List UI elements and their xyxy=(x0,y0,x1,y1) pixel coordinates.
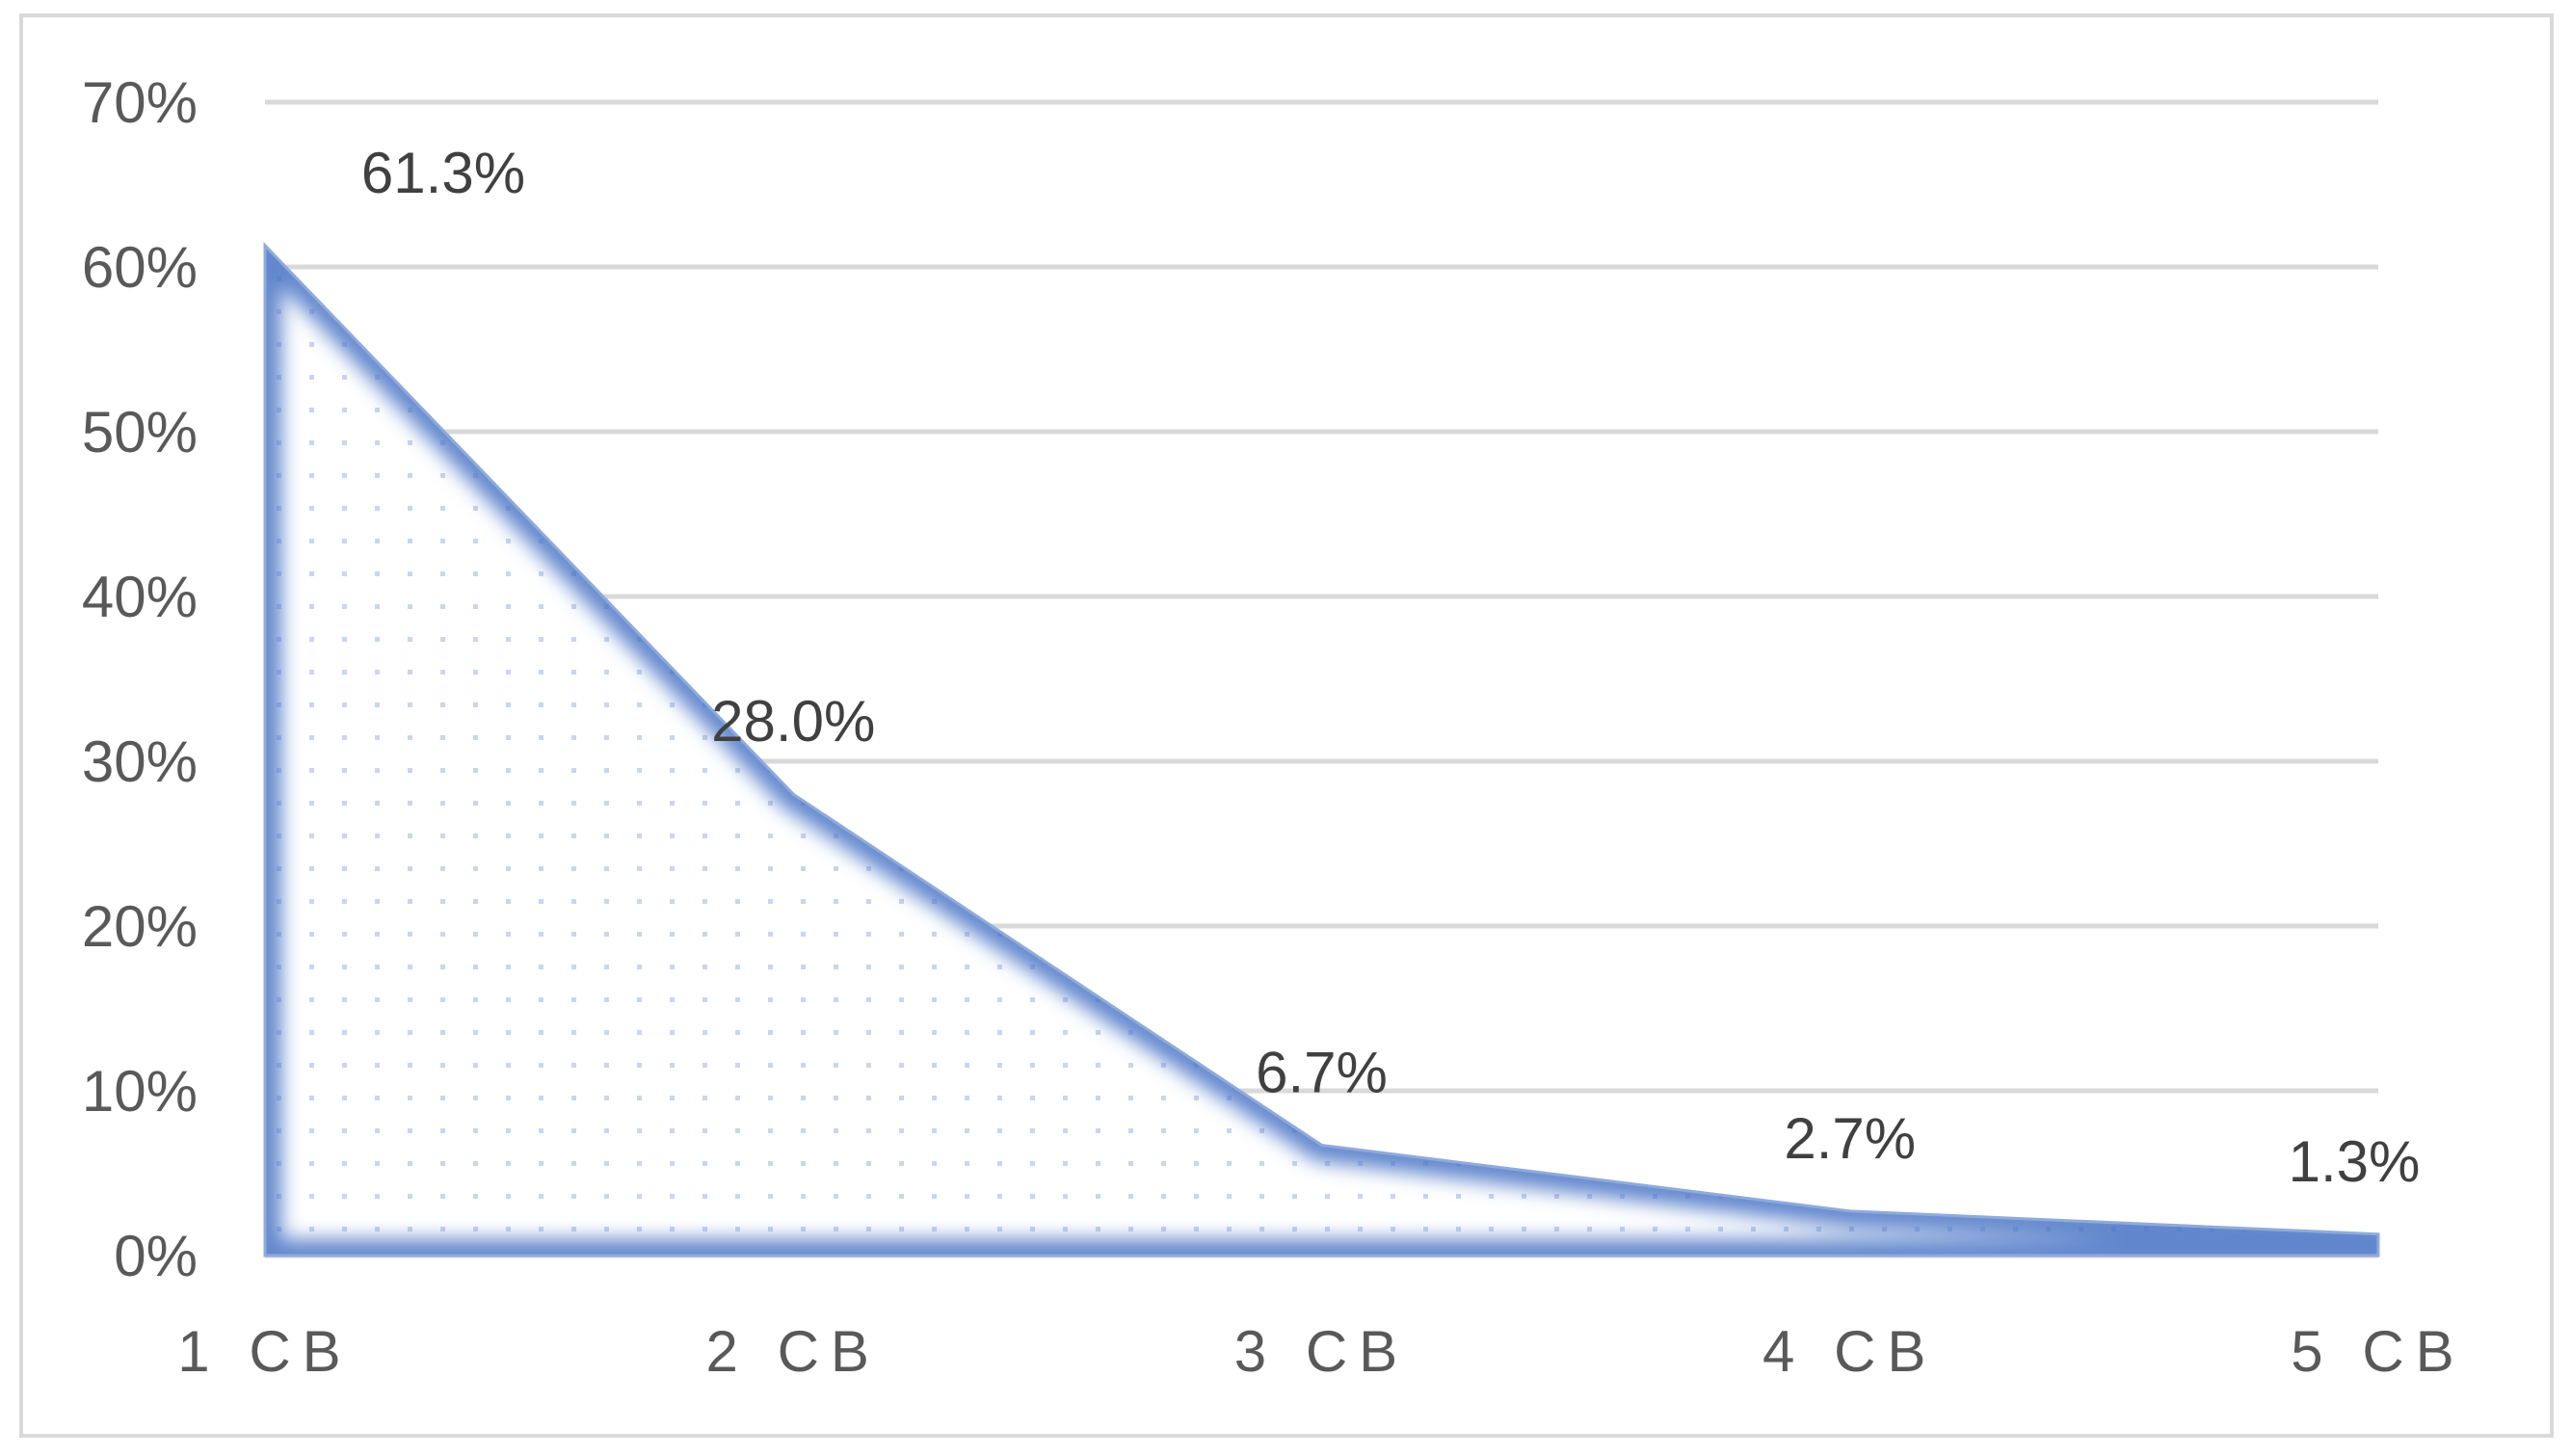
x-tick-label: 4 CB xyxy=(1763,1319,1937,1384)
data-label: 2.7% xyxy=(1784,1106,1916,1171)
area-outline xyxy=(263,242,2380,1257)
x-tick-label: 3 CB xyxy=(1234,1319,1409,1384)
data-label: 6.7% xyxy=(1256,1040,1388,1104)
data-label: 28.0% xyxy=(711,689,875,754)
data-label: 61.3% xyxy=(361,141,525,205)
y-tick-label: 70% xyxy=(82,70,198,135)
y-axis-ticks: 0% 10% 20% 30% 40% 50% 60% 70% xyxy=(82,70,198,1288)
y-tick-label: 60% xyxy=(82,235,198,300)
data-labels: 61.3% 28.0% 6.7% 2.7% 1.3% xyxy=(361,141,2420,1194)
y-tick-label: 10% xyxy=(82,1059,198,1124)
x-tick-label: 1 CB xyxy=(177,1319,352,1384)
x-axis-ticks: 1 CB 2 CB 3 CB 4 CB 5 CB xyxy=(177,1319,2465,1384)
y-tick-label: 30% xyxy=(82,729,198,794)
y-tick-label: 0% xyxy=(114,1224,198,1288)
y-tick-label: 40% xyxy=(82,565,198,629)
x-tick-label: 5 CB xyxy=(2291,1319,2465,1384)
x-tick-label: 2 CB xyxy=(706,1319,881,1384)
y-tick-label: 50% xyxy=(82,400,198,464)
data-label: 1.3% xyxy=(2289,1129,2421,1194)
y-tick-label: 20% xyxy=(82,894,198,959)
